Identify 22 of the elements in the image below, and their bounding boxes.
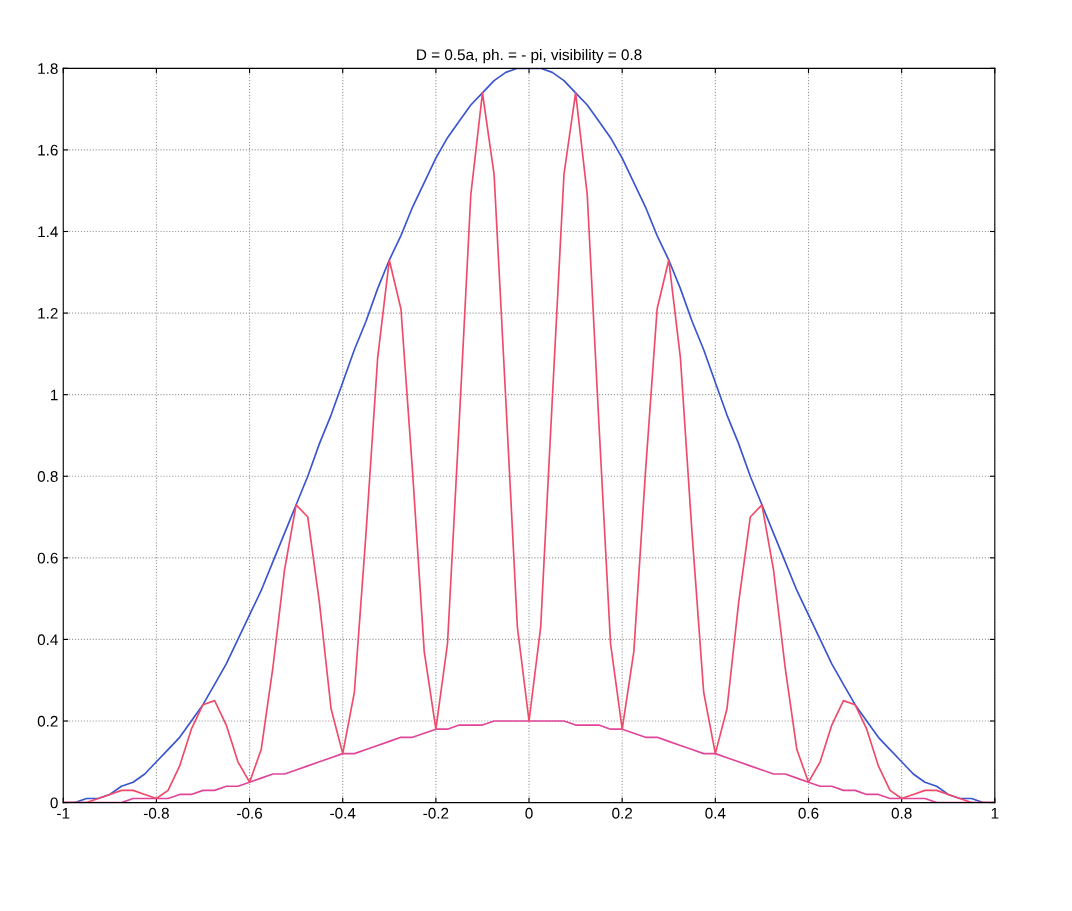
x-tick-label: 1 [991,808,999,819]
y-tick-label: 0.8 [37,471,58,482]
x-tick-label: -0.4 [330,807,356,819]
y-tick-label: 1.8 [38,63,58,75]
x-tick-label: -0.8 [143,807,169,819]
y-tick-label: 0.6 [37,552,58,564]
x-tick-label: 0.2 [612,807,633,819]
x-tick-label: -1 [57,808,70,819]
x-tick-label: 0.4 [705,807,726,819]
y-tick-label: 1.2 [38,307,58,319]
x-tick-label: 0.6 [798,807,819,819]
x-tick-label: 0 [525,807,533,819]
y-tick-label: 1.6 [38,144,58,156]
y-tick-label: 1 [51,389,58,401]
x-tick-label: -0.6 [237,807,263,819]
y-tick-label: 0.4 [37,634,58,646]
x-tick-label: 0.8 [891,807,912,819]
y-tick-label: 0.2 [37,715,58,727]
y-tick-label: 0 [50,797,58,809]
chart-title: D = 0.5a, ph. = - pi, visibility = 0.8 [417,48,642,64]
x-tick-label: -0.2 [423,807,449,819]
y-tick-label: 1.4 [38,226,58,238]
